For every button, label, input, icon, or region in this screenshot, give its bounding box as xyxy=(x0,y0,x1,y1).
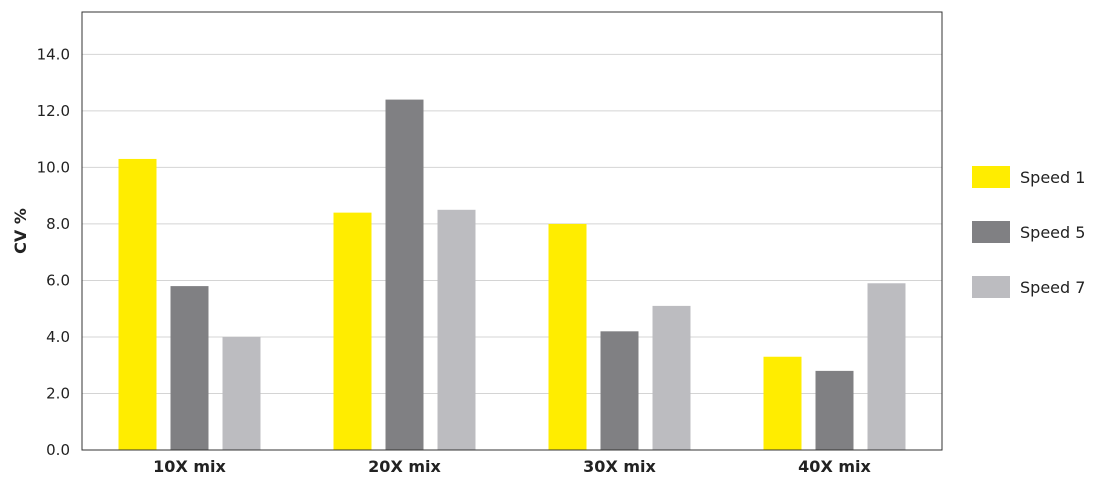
y-tick-label: 12.0 xyxy=(37,102,70,120)
bar-speed-7-20x-mix xyxy=(437,209,476,450)
y-axis-ticks: 0.0 2.0 4.0 6.0 8.0 10.0 12.0 14.0 xyxy=(37,45,70,459)
y-tick-label: 6.0 xyxy=(46,271,70,289)
bar-speed-1-40x-mix xyxy=(763,356,802,450)
legend-label: Speed 7 xyxy=(1020,278,1085,297)
bar-speed-5-40x-mix xyxy=(815,370,854,450)
legend-label: Speed 1 xyxy=(1020,168,1085,187)
x-category-label: 30X mix xyxy=(583,457,656,476)
x-category-label: 20X mix xyxy=(368,457,441,476)
bar-speed-5-20x-mix xyxy=(385,99,424,450)
bar-speed-5-10x-mix xyxy=(170,286,209,450)
bars xyxy=(118,99,906,450)
bar-speed-1-30x-mix xyxy=(548,223,587,450)
bar-speed-1-10x-mix xyxy=(118,158,157,450)
x-category-label: 40X mix xyxy=(798,457,871,476)
legend-label: Speed 5 xyxy=(1020,223,1085,242)
x-axis-categories: 10X mix 20X mix 30X mix 40X mix xyxy=(153,457,871,476)
y-tick-label: 8.0 xyxy=(46,215,70,233)
x-category-label: 10X mix xyxy=(153,457,226,476)
legend: Speed 1 Speed 5 Speed 7 xyxy=(972,166,1085,298)
y-tick-label: 0.0 xyxy=(46,441,70,459)
plot-frame xyxy=(81,11,943,451)
y-tick-label: 2.0 xyxy=(46,384,70,402)
gridlines xyxy=(82,53,942,394)
bar-speed-7-30x-mix xyxy=(652,305,691,450)
legend-swatch-speed-5 xyxy=(972,221,1010,243)
y-tick-label: 4.0 xyxy=(46,328,70,346)
bar-speed-5-30x-mix xyxy=(600,331,639,450)
legend-swatch-speed-1 xyxy=(972,166,1010,188)
bar-speed-7-10x-mix xyxy=(222,336,261,450)
y-tick-label: 10.0 xyxy=(37,158,70,176)
y-tick-label: 14.0 xyxy=(37,45,70,63)
legend-swatch-speed-7 xyxy=(972,276,1010,298)
bar-speed-7-40x-mix xyxy=(867,283,906,450)
bar-speed-1-20x-mix xyxy=(333,212,372,450)
y-axis-title: CV % xyxy=(11,208,30,254)
